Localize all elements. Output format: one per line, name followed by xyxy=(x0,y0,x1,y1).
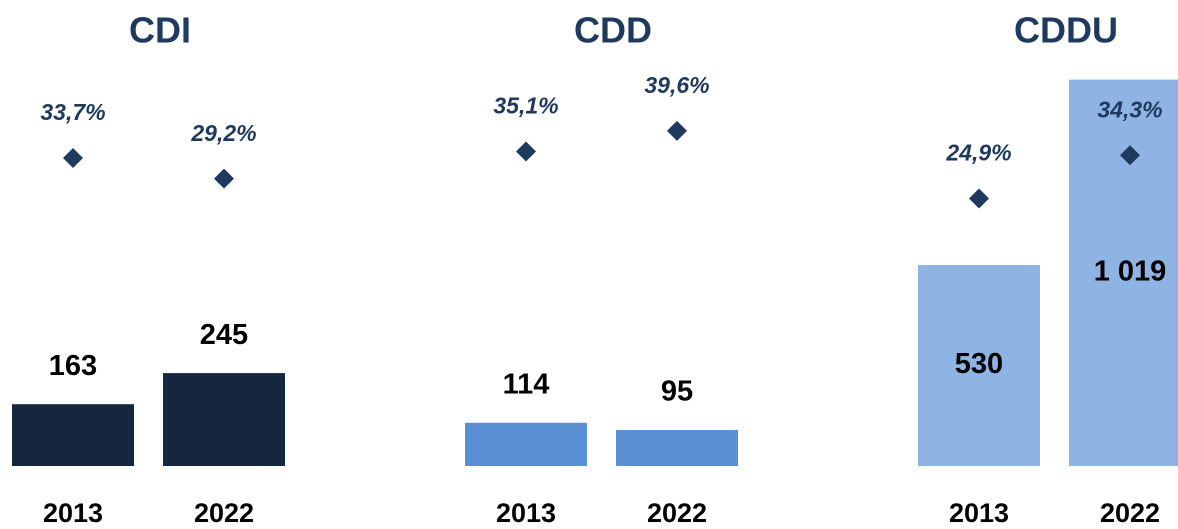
chart-title: CDI xyxy=(129,10,191,51)
data-label: 34,3% xyxy=(1097,96,1162,122)
bar xyxy=(1069,79,1178,467)
x-tick-label: 2013 xyxy=(949,498,1009,528)
data-label: 114 xyxy=(503,368,550,400)
x-tick-label: 2022 xyxy=(647,498,707,528)
x-tick-label: 2013 xyxy=(496,498,556,528)
marker xyxy=(63,147,83,168)
bar xyxy=(918,265,1040,466)
data-label: 29,2% xyxy=(190,120,256,146)
data-label: 95 xyxy=(661,376,693,408)
chart-title: CDDU xyxy=(1014,10,1118,51)
data-label: 24,9% xyxy=(945,140,1011,166)
marker xyxy=(516,141,536,162)
marker xyxy=(214,168,234,189)
data-label: 35,1% xyxy=(493,93,558,119)
marker xyxy=(969,188,989,209)
bar xyxy=(163,373,285,466)
marker xyxy=(667,120,687,141)
data-label: 33,7% xyxy=(40,99,105,125)
data-label: 245 xyxy=(200,319,248,351)
data-label: 530 xyxy=(955,348,1003,380)
chart-title: CDD xyxy=(574,10,652,51)
bar xyxy=(465,422,587,466)
bar xyxy=(12,404,134,466)
data-label: 1 019 xyxy=(1094,255,1167,287)
data-label: 39,6% xyxy=(644,72,709,98)
bar xyxy=(616,429,738,466)
x-tick-label: 2022 xyxy=(1100,498,1160,528)
x-tick-label: 2013 xyxy=(43,498,103,528)
marker xyxy=(1120,145,1140,166)
data-label: 163 xyxy=(49,350,97,382)
x-tick-label: 2022 xyxy=(194,498,254,528)
